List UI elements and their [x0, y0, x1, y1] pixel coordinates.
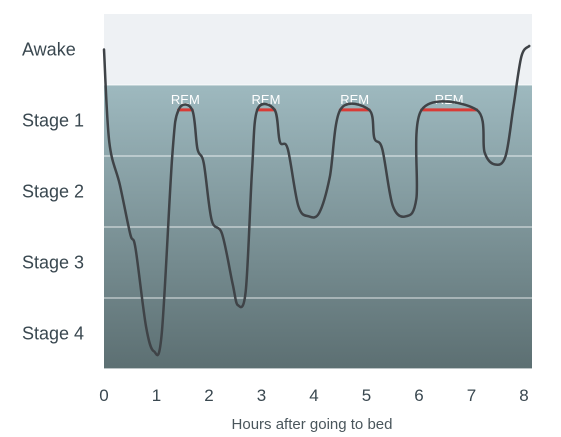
sleep-cycle-line	[102, 44, 531, 357]
stage-label: Stage 1	[22, 111, 84, 131]
stage-label: Stage 3	[22, 253, 84, 273]
x-tick-label: 8	[519, 386, 528, 405]
rem-label: REM	[435, 92, 464, 107]
stage-label: Awake	[22, 40, 76, 60]
x-axis-ticks: 0 1 2 3 4 5 6 7 8	[99, 386, 528, 405]
x-tick-label: 6	[414, 386, 423, 405]
background-layer	[104, 14, 532, 369]
x-tick-label: 5	[362, 386, 371, 405]
stage-label: Stage 4	[22, 324, 84, 344]
grid-layer	[22, 84, 544, 370]
x-tick-label: 0	[99, 386, 108, 405]
x-tick-label: 7	[467, 386, 476, 405]
x-tick-label: 3	[257, 386, 266, 405]
rem-layer: REM REM REM REM	[171, 92, 479, 112]
x-tick-label: 2	[204, 386, 213, 405]
rem-label: REM	[252, 92, 281, 107]
stage-label: Stage 2	[22, 182, 84, 202]
x-tick-label: 1	[152, 386, 161, 405]
line-layer	[102, 44, 531, 357]
x-axis-title: Hours after going to bed	[232, 416, 393, 433]
rem-label: REM	[171, 92, 200, 107]
awake-band	[104, 14, 532, 85]
stage-labels: Awake Stage 1 Stage 2 Stage 3 Stage 4	[22, 40, 84, 344]
x-tick-label: 4	[309, 386, 318, 405]
